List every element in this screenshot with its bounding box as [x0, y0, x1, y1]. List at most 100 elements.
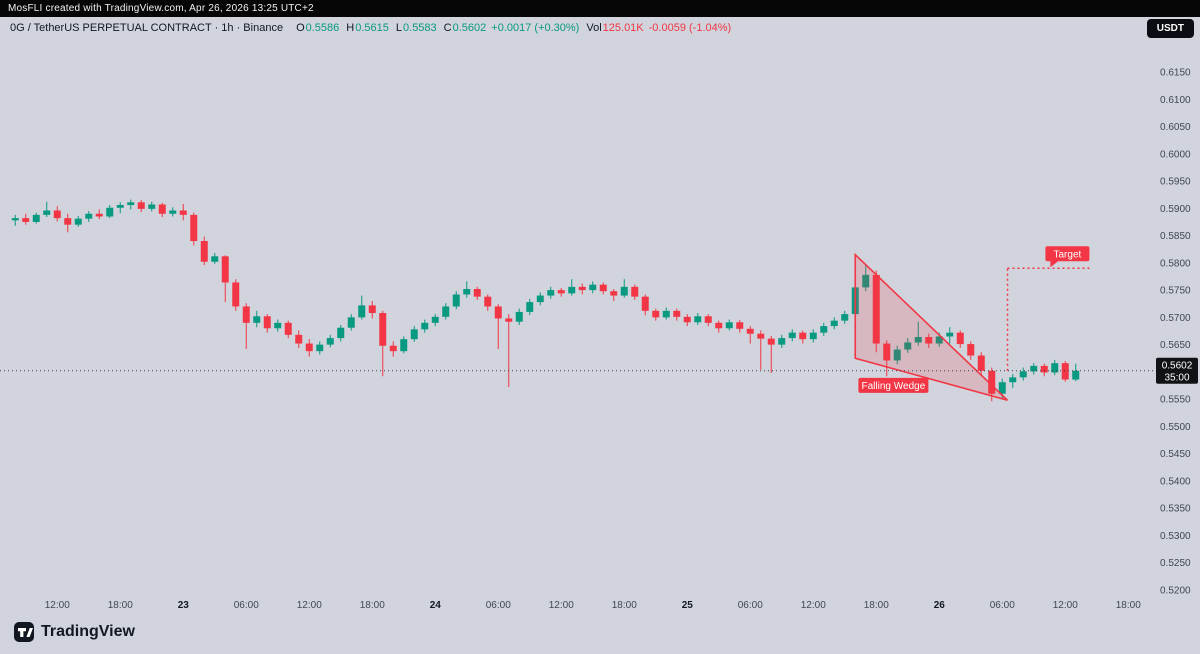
volume-label: Vol — [586, 22, 602, 34]
time-tick-label: 18:00 — [612, 600, 637, 611]
candle-body — [673, 310, 681, 317]
price-tick-label: 0.5300 — [1160, 531, 1191, 542]
candle-body — [988, 370, 996, 394]
candle-body — [368, 305, 376, 314]
time-tick-label: 12:00 — [549, 600, 574, 611]
attribution-text: MosFLI created with TradingView.com, Apr… — [8, 3, 314, 14]
candle-body — [389, 345, 397, 352]
candle-body — [1009, 377, 1017, 383]
candle-body — [505, 318, 513, 322]
current-price-badge-price: 0.5602 — [1162, 360, 1193, 371]
candle-body — [305, 343, 313, 352]
candle-body — [169, 210, 177, 214]
candle-body — [683, 316, 691, 323]
candle-body — [337, 327, 345, 339]
candle-body — [830, 320, 838, 327]
candle-body — [736, 322, 744, 329]
price-tick-label: 0.5850 — [1160, 231, 1191, 242]
candle-body — [662, 310, 670, 318]
candle-body — [263, 316, 271, 329]
candle-body — [536, 295, 544, 303]
falling-wedge-label-text: Falling Wedge — [862, 381, 926, 392]
attribution-bar: MosFLI created with TradingView.com, Apr… — [0, 0, 1200, 17]
candle-body — [1030, 365, 1038, 372]
price-tick-label: 0.5700 — [1160, 313, 1191, 324]
candle-body — [190, 214, 198, 242]
time-tick-label: 18:00 — [864, 600, 889, 611]
candle-body — [484, 296, 492, 307]
candle-body — [400, 339, 408, 352]
candle-body — [631, 286, 639, 297]
candle-body — [704, 316, 712, 323]
tradingview-logo[interactable]: TradingView — [14, 622, 135, 642]
candle-body — [778, 338, 786, 345]
price-tick-label: 0.5800 — [1160, 258, 1191, 269]
candle-body — [620, 286, 628, 296]
candle-body — [53, 210, 61, 219]
ohlc-open-value: 0.5586 — [305, 22, 340, 34]
candle-body — [998, 382, 1006, 394]
ohlc-high-label: H — [346, 22, 355, 34]
time-tick-label: 18:00 — [108, 600, 133, 611]
ohlc-low-label: L — [395, 22, 403, 34]
candle-body — [767, 338, 775, 345]
candle-body — [179, 210, 187, 215]
price-tick-label: 0.5900 — [1160, 204, 1191, 215]
time-tick-label: 12:00 — [801, 600, 826, 611]
price-tick-label: 0.6050 — [1160, 122, 1191, 133]
candle-body — [494, 306, 502, 319]
time-tick-label: 23 — [178, 600, 190, 611]
candle-body — [379, 313, 387, 346]
tradingview-logo-icon — [14, 622, 34, 642]
candle-body — [883, 343, 891, 361]
chart-legend: 0G / TetherUS PERPETUAL CONTRACT · 1h · … — [10, 22, 731, 34]
candle-body — [242, 306, 250, 323]
candle-body — [316, 344, 324, 352]
candle-body — [137, 202, 145, 209]
candle-body — [32, 214, 40, 222]
symbol-title[interactable]: 0G / TetherUS PERPETUAL CONTRACT · 1h · … — [10, 22, 284, 34]
time-tick-label: 25 — [682, 600, 694, 611]
candle-body — [746, 328, 754, 334]
candle-body — [547, 290, 555, 296]
candle-body — [757, 333, 765, 339]
candle-body — [820, 326, 828, 333]
candle-body — [557, 290, 565, 294]
candle-body — [473, 289, 481, 297]
falling-wedge-label[interactable] — [858, 377, 929, 393]
target-label[interactable] — [1045, 246, 1090, 262]
price-tick-label: 0.5950 — [1160, 177, 1191, 188]
candle-body — [211, 256, 219, 262]
currency-toggle-button[interactable]: USDT — [1146, 19, 1194, 38]
candle-body — [956, 332, 964, 345]
candle-body — [568, 286, 576, 294]
candle-body — [295, 334, 303, 344]
candle-body — [127, 202, 135, 206]
candle-body — [358, 305, 366, 318]
candle-body — [64, 218, 72, 225]
candle-body — [221, 256, 229, 283]
falling-wedge-drawing[interactable] — [854, 252, 1009, 402]
candle-body — [862, 274, 870, 288]
candle-body — [200, 241, 208, 262]
target-label-text: Target — [1054, 249, 1082, 260]
price-tick-label: 0.6150 — [1160, 68, 1191, 79]
target-label-pointer — [1050, 260, 1060, 268]
candle-body — [841, 314, 849, 321]
candle-body — [914, 336, 922, 343]
candle-body — [641, 296, 649, 311]
candle-body — [232, 282, 240, 307]
candle-body — [421, 322, 429, 330]
candle-body — [85, 213, 93, 219]
ohlc-close-value: 0.5602 — [452, 22, 487, 34]
price-tick-label: 0.5350 — [1160, 504, 1191, 515]
time-tick-label: 06:00 — [234, 600, 259, 611]
price-tick-label: 0.5250 — [1160, 558, 1191, 569]
candle-body — [106, 207, 114, 217]
candle-body — [452, 294, 460, 307]
candle-body — [253, 316, 261, 323]
price-tick-label: 0.5550 — [1160, 395, 1191, 406]
volume-value: 125.01K — [602, 22, 644, 34]
